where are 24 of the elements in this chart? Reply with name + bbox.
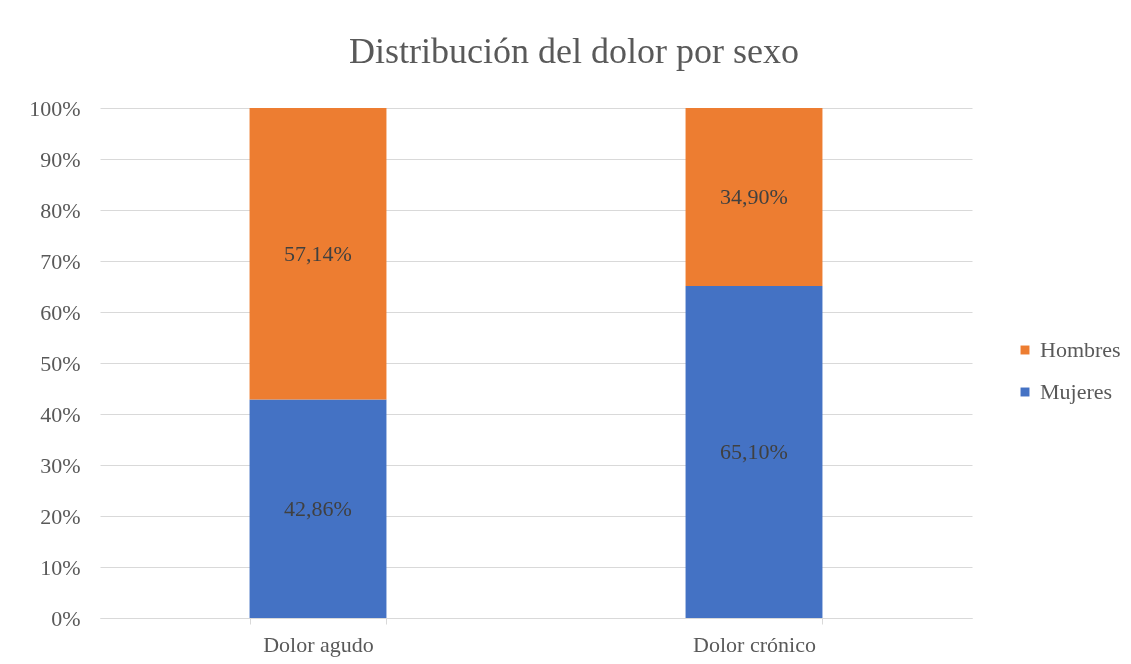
- y-tick-label: 30%: [40, 452, 81, 478]
- bar: [685, 108, 823, 286]
- y-tick-label: 60%: [40, 299, 81, 325]
- bar: [685, 285, 823, 618]
- y-tick-label: 70%: [40, 248, 81, 274]
- x-tick-label: Dolor agudo: [263, 631, 374, 657]
- legend-label: Mujeres: [1040, 379, 1113, 404]
- chart-title: Distribución del dolor por sexo: [349, 31, 799, 71]
- data-label: 57,14%: [284, 240, 352, 266]
- y-tick-label: 40%: [40, 401, 81, 427]
- bar: [249, 108, 387, 400]
- data-label: 42,86%: [284, 495, 352, 521]
- data-label: 34,90%: [720, 183, 788, 209]
- y-tick-label: 10%: [40, 554, 81, 580]
- x-tick-label: Dolor crónico: [693, 631, 816, 657]
- y-tick-label: 20%: [40, 503, 81, 529]
- y-tick-label: 50%: [40, 350, 81, 376]
- y-tick-label: 0%: [51, 605, 81, 631]
- data-label: 65,10%: [720, 438, 788, 464]
- y-tick-label: 100%: [29, 95, 81, 121]
- legend-label: Hombres: [1040, 337, 1121, 362]
- bar: [249, 399, 387, 618]
- y-tick-label: 90%: [40, 146, 81, 172]
- y-tick-label: 80%: [40, 197, 81, 223]
